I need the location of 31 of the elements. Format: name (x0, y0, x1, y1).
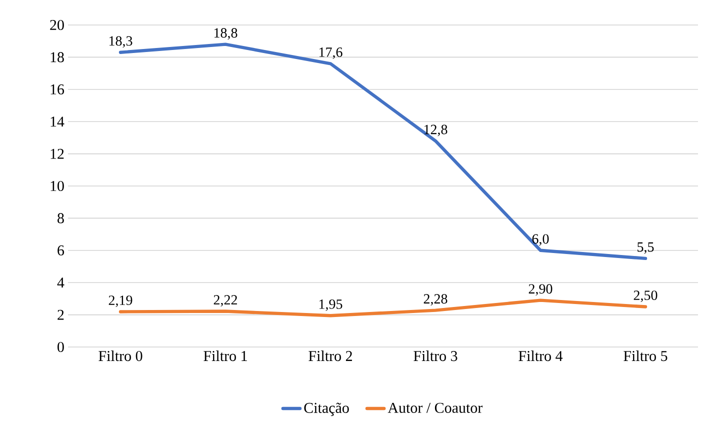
y-tick-label: 14 (50, 116, 64, 127)
legend-label: Citação (304, 402, 349, 416)
data-label: 1,95 (319, 299, 342, 311)
y-tick-label: 10 (50, 180, 64, 192)
y-tick-label: 0 (58, 342, 64, 352)
data-label: 2,28 (424, 294, 448, 306)
y-tick-label: 20 (50, 20, 64, 30)
y-tick-label: 18 (50, 52, 64, 62)
data-label: 5,5 (638, 242, 654, 254)
data-label: 18,3 (109, 36, 132, 48)
data-label: 2,19 (108, 296, 132, 308)
data-label: 17,6 (319, 48, 342, 59)
y-tick-label: 12 (50, 148, 64, 159)
data-label: 2,90 (528, 284, 552, 296)
x-tick-label: Filtro 5 (624, 350, 668, 362)
data-label: 18,8 (214, 28, 238, 40)
y-tick-label: 8 (58, 213, 64, 224)
y-tick-label: 2 (58, 310, 64, 320)
x-tick-label: Filtro 2 (308, 350, 352, 362)
y-tick-label: 4 (57, 278, 64, 288)
legend-label: Autor / Coautor (388, 402, 483, 413)
x-tick-label: Filtro 1 (204, 350, 247, 362)
data-label: 2,50 (634, 290, 658, 302)
data-label: 12,8 (424, 124, 448, 136)
x-tick-label: Filtro 3 (414, 350, 458, 362)
x-tick-label: Filtro 0 (98, 350, 142, 362)
x-tick-label: Filtro 4 (518, 350, 563, 362)
y-tick-label: 6 (58, 245, 64, 256)
data-label: 6,0 (532, 234, 549, 246)
y-tick-label: 16 (50, 84, 64, 94)
data-label: 2,22 (214, 295, 237, 307)
